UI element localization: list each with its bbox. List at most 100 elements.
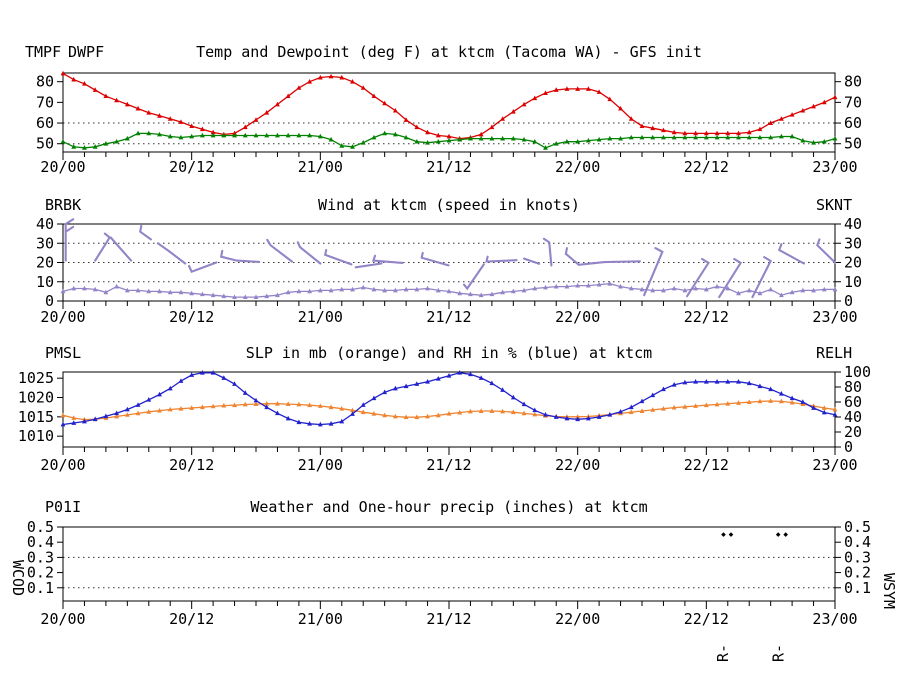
tmpf-marker bbox=[339, 74, 345, 80]
tmpf-marker bbox=[360, 85, 366, 90]
dwpf-marker bbox=[650, 134, 656, 140]
dwpf-marker bbox=[232, 132, 237, 138]
sknt-marker bbox=[92, 286, 98, 292]
tmpf-marker bbox=[178, 119, 184, 124]
dwpf-marker bbox=[199, 132, 205, 138]
dwpf-marker bbox=[628, 134, 634, 140]
dwpf-marker bbox=[596, 136, 602, 142]
x-tick-label: 22/00 bbox=[555, 308, 600, 326]
y-tick-label-left: 70 bbox=[36, 93, 54, 111]
tmpf-marker bbox=[607, 96, 613, 102]
pmsl-marker bbox=[114, 413, 120, 419]
legend-p01i: P01I bbox=[45, 498, 81, 516]
relh-marker bbox=[746, 380, 752, 386]
relh-marker bbox=[639, 398, 645, 404]
tmpf-marker bbox=[714, 130, 720, 136]
y-tick-label-right: 0.4 bbox=[844, 533, 871, 551]
relh-marker bbox=[768, 386, 774, 392]
dwpf-marker bbox=[285, 132, 291, 138]
sknt-marker bbox=[146, 288, 152, 294]
relh-marker bbox=[60, 421, 66, 427]
sknt-marker bbox=[521, 287, 527, 293]
sknt-marker bbox=[199, 291, 205, 297]
relh-marker bbox=[714, 379, 720, 384]
relh-marker bbox=[82, 418, 87, 424]
dwpf-marker bbox=[189, 133, 195, 139]
sknt-marker bbox=[189, 290, 195, 296]
pmsl-marker bbox=[746, 399, 752, 405]
pmsl-marker bbox=[199, 404, 205, 410]
y-tick-label-right: 30 bbox=[844, 234, 862, 252]
y-tick-label-left: 1010 bbox=[18, 427, 54, 445]
tmpf-marker bbox=[489, 124, 495, 130]
tmpf-marker bbox=[71, 76, 77, 82]
tmpf-marker bbox=[553, 87, 559, 92]
tmpf-marker bbox=[661, 127, 666, 133]
dwpf-marker bbox=[671, 134, 677, 140]
y-tick-label-right: 0.3 bbox=[844, 548, 871, 566]
y-tick-label-right: 0.5 bbox=[844, 518, 871, 536]
dwpf-marker bbox=[725, 134, 731, 140]
sknt-marker bbox=[800, 287, 806, 293]
dwpf-marker bbox=[521, 136, 527, 142]
pmsl-marker bbox=[661, 406, 666, 411]
panel-border bbox=[62, 526, 836, 602]
pmsl-marker bbox=[639, 408, 645, 413]
tmpf-marker bbox=[671, 129, 677, 135]
relh-marker bbox=[103, 413, 109, 419]
sknt-marker bbox=[124, 287, 130, 293]
tmpf-marker bbox=[628, 116, 634, 121]
tmpf-marker bbox=[285, 93, 291, 99]
dwpf-marker bbox=[317, 133, 323, 139]
relh-marker bbox=[510, 394, 516, 400]
tmpf-marker bbox=[778, 116, 784, 121]
y-tick-label-right: 80 bbox=[844, 378, 862, 396]
relh-marker bbox=[242, 390, 248, 395]
x-tick-label: 20/00 bbox=[40, 158, 85, 176]
tmpf-marker bbox=[414, 124, 420, 130]
dwpf-marker bbox=[532, 138, 538, 144]
wind-barb bbox=[462, 263, 485, 291]
pmsl-marker bbox=[124, 412, 130, 417]
wind-barb bbox=[542, 237, 553, 267]
tmpf-marker bbox=[693, 130, 699, 136]
sknt-marker bbox=[821, 286, 827, 292]
relh-marker bbox=[189, 372, 195, 377]
wind-barb bbox=[643, 247, 664, 297]
x-tick-label: 20/00 bbox=[40, 610, 85, 628]
light-rain-symbol bbox=[783, 532, 788, 537]
dwpf-marker bbox=[607, 135, 613, 141]
tmpf-marker bbox=[446, 133, 452, 139]
wind-barb bbox=[816, 238, 837, 264]
relh-marker bbox=[221, 375, 227, 380]
sknt-marker bbox=[489, 291, 495, 297]
wind-barb bbox=[603, 260, 641, 264]
wind-barb bbox=[485, 255, 518, 263]
pmsl-marker bbox=[821, 405, 827, 410]
pmsl-marker bbox=[285, 401, 291, 406]
legend-brbk: BRBK bbox=[45, 196, 81, 214]
sknt-marker bbox=[564, 283, 570, 289]
sknt-marker bbox=[457, 290, 463, 296]
relh-marker bbox=[821, 409, 827, 415]
relh-marker bbox=[328, 421, 334, 426]
wcod-value-label: R- bbox=[714, 644, 732, 662]
pmsl-marker bbox=[317, 403, 323, 408]
y-tick-label-left: 0.1 bbox=[27, 579, 54, 597]
tmpf-marker bbox=[585, 86, 591, 91]
sknt-marker bbox=[135, 287, 141, 293]
y-tick-label-right: 80 bbox=[844, 73, 862, 91]
relh-marker bbox=[564, 415, 570, 421]
relh-marker bbox=[500, 387, 506, 392]
relh-marker bbox=[446, 373, 452, 378]
sknt-marker bbox=[157, 288, 162, 294]
tmpf-marker bbox=[210, 129, 216, 135]
tmpf-marker bbox=[103, 93, 109, 99]
dwpf-marker bbox=[264, 132, 270, 138]
y-tick-label-left: 0.5 bbox=[27, 518, 54, 536]
dwpf-marker bbox=[221, 132, 227, 138]
pmsl-marker bbox=[671, 404, 677, 410]
x-tick-label: 20/12 bbox=[169, 610, 214, 628]
y-tick-label-right: 100 bbox=[844, 363, 871, 381]
